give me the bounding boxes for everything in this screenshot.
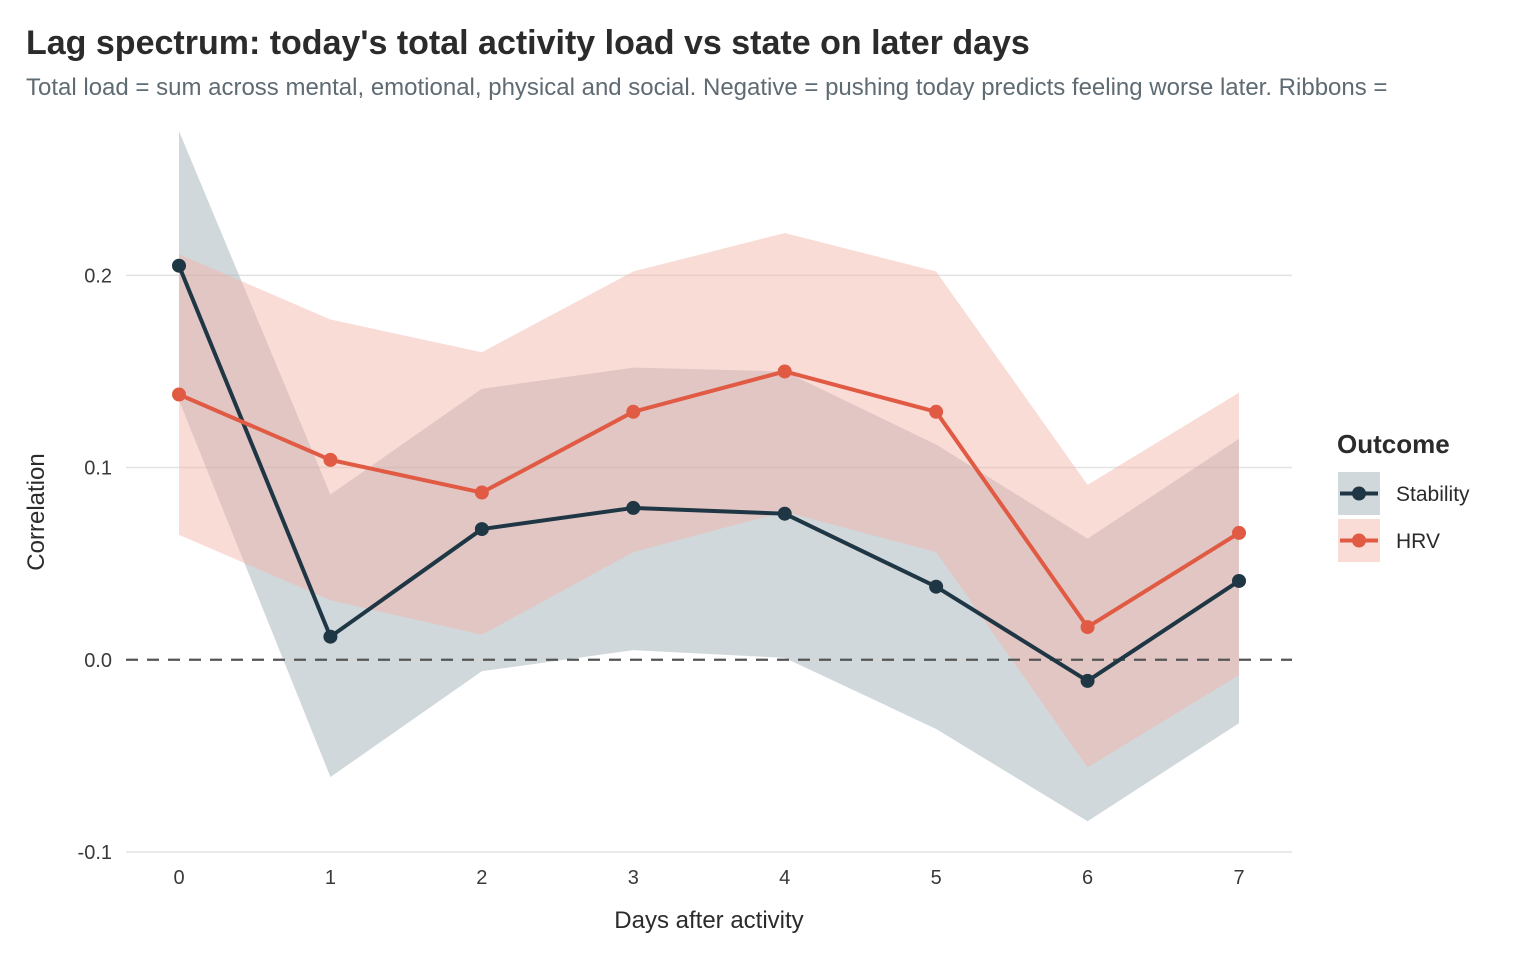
stability-point [323,629,338,644]
x-tick-label: 7 [1233,867,1244,889]
stability-legend-key-point [1352,486,1366,501]
stability-point [626,500,641,515]
y-tick-label: -0.1 [78,842,112,864]
x-tick-label: 6 [1082,867,1093,889]
stability-point [172,258,186,273]
hrv-point [1232,525,1246,540]
x-tick-label: 2 [476,867,487,889]
hrv-point [777,364,792,379]
hrv-point [626,404,641,419]
hrv-point [929,404,944,419]
series-points [172,258,1246,688]
hrv-point [1080,620,1095,635]
hrv-point [474,485,489,500]
x-tick-label: 5 [931,867,942,889]
ribbons [179,131,1239,822]
x-axis-title: Days after activity [614,907,803,934]
hrv-ribbon [179,233,1239,768]
y-tick-label: 0.1 [84,458,112,480]
chart-title: Lag spectrum: today's total activity loa… [26,24,1030,62]
legend: Outcome Stability HRV [1337,429,1470,562]
x-tick-label: 1 [325,867,336,889]
x-tick-label: 3 [628,867,639,889]
axes: -0.1 0.0 0.1 0.2 0 1 2 3 4 5 6 7 Days after activity… [23,265,1245,934]
stability-point [1232,573,1246,588]
hrv-legend-key-point [1352,533,1366,548]
y-tick-label: 0.2 [84,265,112,287]
stability-line [177,264,1241,683]
stability-legend-label: Stability [1396,483,1470,506]
stability-point [777,506,792,521]
stability-point [929,579,944,594]
stability-point [474,522,489,537]
y-axis-title: Correlation [23,453,50,570]
y-tick-label: 0.0 [84,650,112,672]
stability-ribbon [179,131,1239,822]
chart-subtitle: Total load = sum across mental, emotiona… [26,74,1388,101]
stability-point [1080,673,1095,688]
series-lines [177,264,1241,683]
x-tick-label: 0 [173,867,184,889]
hrv-line [178,369,1241,630]
hrv-point [323,452,338,467]
hrv-legend-label: HRV [1396,530,1440,553]
x-tick-label: 4 [779,867,790,889]
gridlines [126,274,1292,853]
hrv-point [172,387,186,402]
legend-title: Outcome [1337,429,1450,459]
